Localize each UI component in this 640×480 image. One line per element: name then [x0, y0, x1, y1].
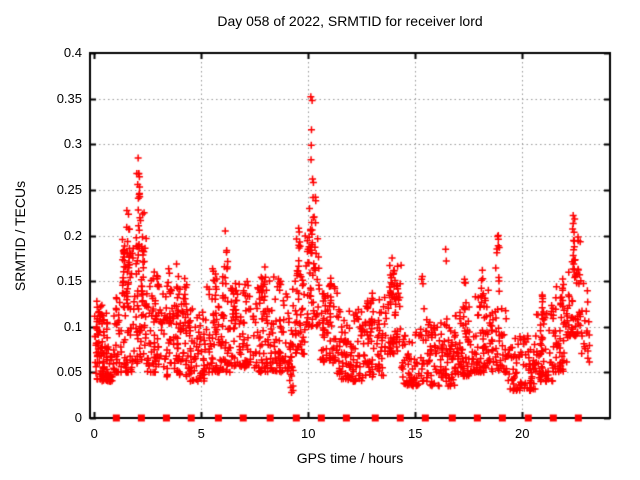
x-tick-label: 15 [408, 426, 423, 441]
y-tick-label: 0.35 [56, 90, 82, 106]
y-tick-label: 0.1 [63, 318, 82, 334]
y-tick-label: 0.2 [63, 227, 82, 243]
y-tick-label: 0.3 [63, 136, 82, 152]
y-tick-label: 0.15 [56, 273, 82, 289]
y-tick-label: 0 [74, 410, 82, 425]
x-tick-label: 0 [90, 426, 98, 441]
chart-title: Day 058 of 2022, SRMTID for receiver lor… [217, 13, 483, 29]
x-tick-label: 5 [197, 426, 205, 441]
x-axis-label: GPS time / hours [296, 450, 404, 466]
y-tick-label: 0.05 [56, 364, 82, 380]
x-tick-label: 20 [515, 426, 530, 441]
y-tick-label: 0.25 [56, 181, 82, 197]
x-tick-label: 10 [301, 426, 316, 441]
y-tick-label: 0.4 [63, 45, 82, 60]
